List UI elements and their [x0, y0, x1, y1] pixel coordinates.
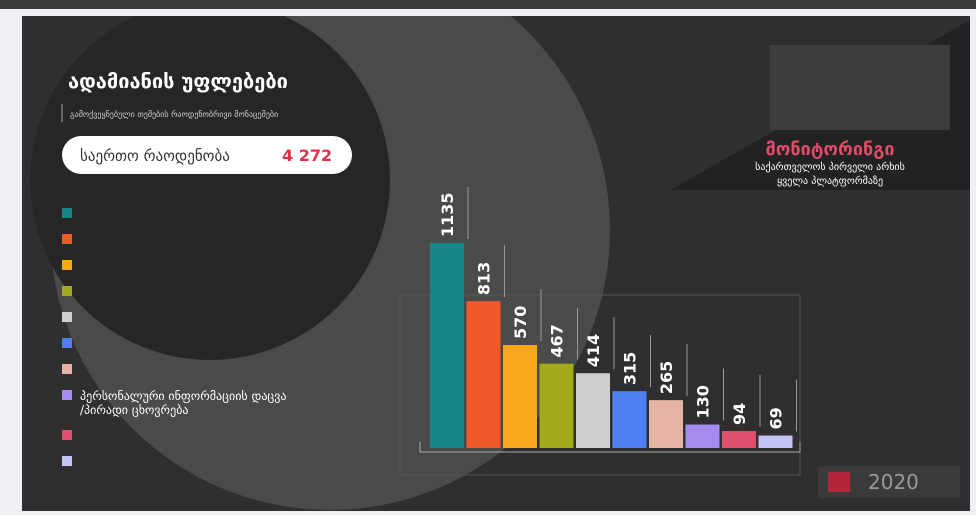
legend-label: პერსონალური ინფორმაციის დაცვა/პირადი ცხო…: [80, 389, 287, 417]
badge-line: ყველა პლატფორმაზე: [777, 175, 883, 187]
value-label: 130: [694, 385, 713, 418]
bar: [503, 345, 537, 448]
badge-line: საქართველოს პირველი არხის: [755, 161, 905, 173]
bar: [539, 363, 574, 448]
value-label: 265: [657, 361, 676, 394]
baseline: [419, 442, 801, 453]
value-label: 570: [511, 306, 530, 339]
value-label: 467: [548, 324, 567, 357]
total-value: 4 272: [282, 146, 332, 165]
badge-illustration: [770, 45, 950, 130]
year: 2020: [868, 470, 919, 494]
value-label: 69: [767, 407, 786, 429]
bar: [758, 435, 793, 448]
legend-swatch: [62, 430, 72, 440]
legend-swatch: [62, 260, 72, 270]
title: ადამიანის უფლებები: [68, 69, 288, 93]
bar: [576, 373, 610, 448]
frame: [399, 294, 801, 476]
bar: [612, 391, 647, 448]
subtitle: გამოქვეყნებული თემების რაოდენობრივი მონა…: [70, 109, 278, 119]
top-strip: [0, 0, 976, 9]
legend-swatch: [62, 286, 72, 296]
bar: [722, 431, 756, 448]
value-label: 414: [584, 334, 603, 367]
legend-swatch: [62, 234, 72, 244]
legend-swatch: [62, 312, 72, 322]
legend-swatch: [62, 338, 72, 348]
badge-title: მონიტორინგი: [765, 139, 894, 160]
bar: [685, 424, 720, 448]
bar: [649, 400, 683, 448]
value-label: 315: [621, 352, 640, 385]
total-label: საერთო რაოდენობა: [80, 147, 230, 165]
total-pill: [62, 136, 352, 174]
bar: [466, 301, 501, 448]
value-label: 813: [475, 262, 494, 295]
legend-swatch: [62, 390, 72, 400]
logo: [828, 472, 850, 492]
bar: [430, 243, 464, 448]
legend-swatch: [62, 456, 72, 466]
legend-swatch: [62, 364, 72, 374]
legend-swatch: [62, 208, 72, 218]
value-label: 94: [730, 403, 749, 425]
bg-circle-dark: [30, 16, 390, 360]
value-label: 1135: [438, 192, 457, 237]
